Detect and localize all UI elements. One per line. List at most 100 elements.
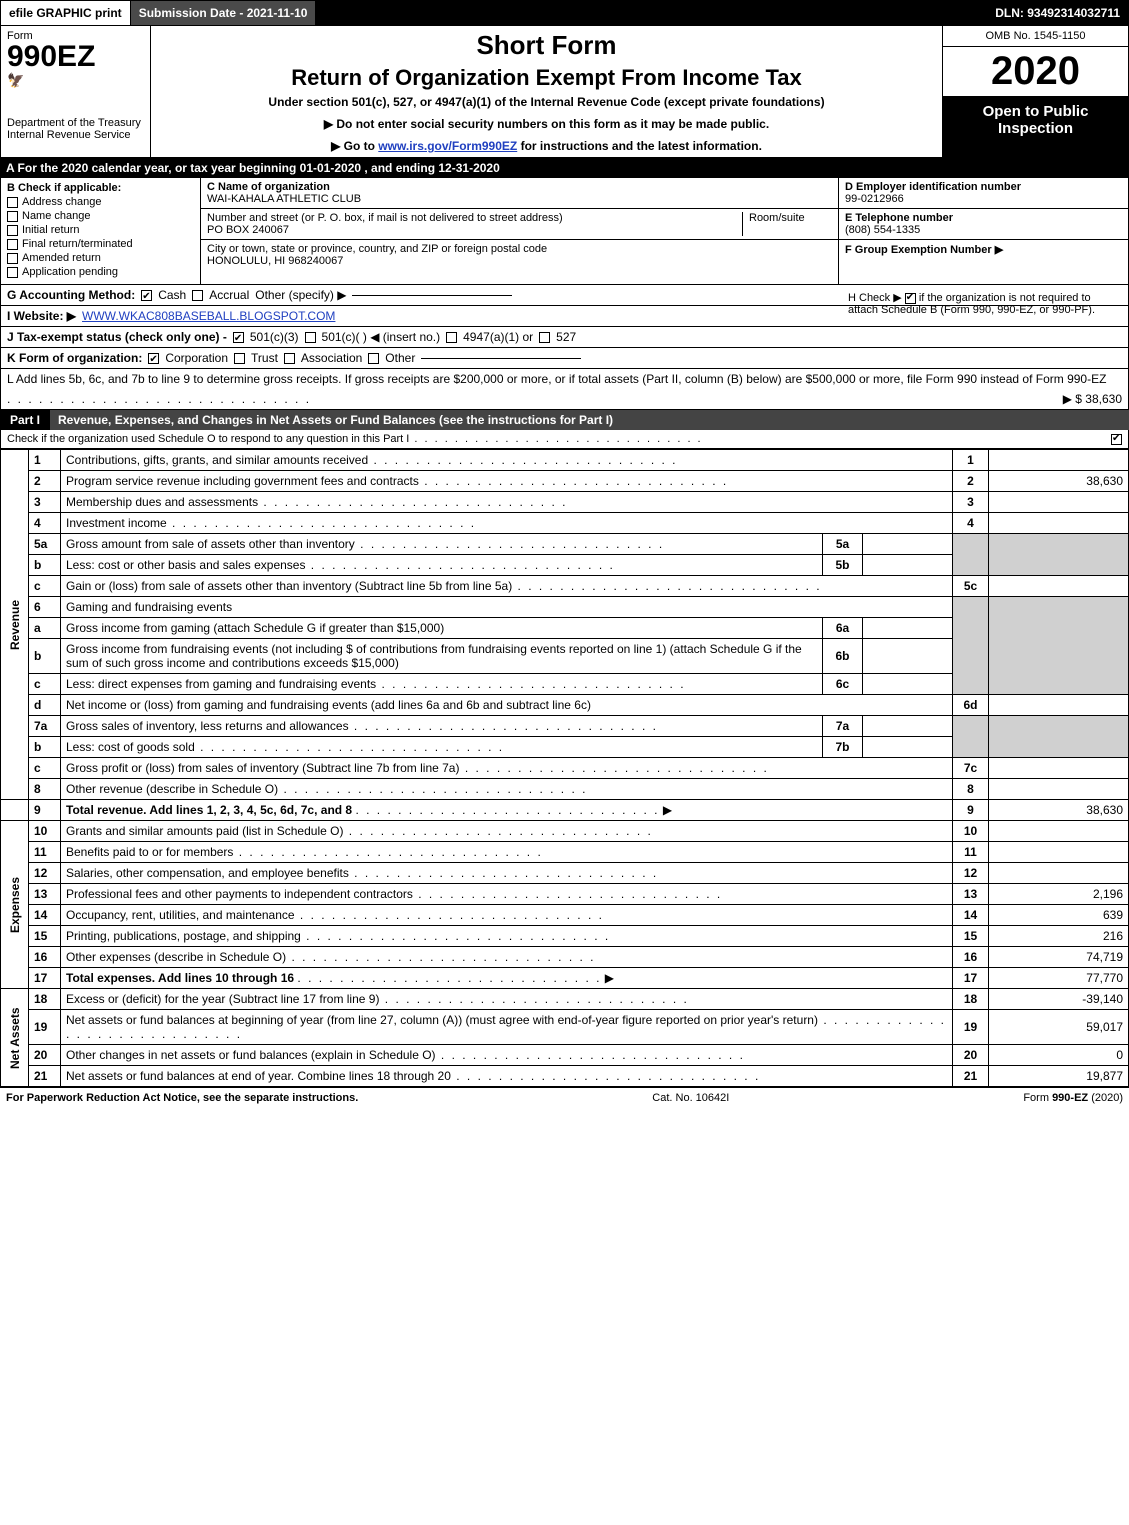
chk-4947[interactable] [446,332,457,343]
l17-val: 77,770 [989,968,1129,989]
l7b-sub: 7b [823,737,863,758]
l10-num: 10 [953,821,989,842]
l5c-d: Gain or (loss) from sale of assets other… [61,576,953,597]
chk-initial-return[interactable] [7,225,18,236]
org-info-block: B Check if applicable: Address change Na… [0,178,1129,285]
g-other-blank[interactable] [352,295,512,296]
l15-val: 216 [989,926,1129,947]
h-text1: H Check ▶ [848,292,902,304]
chk-501c3[interactable] [233,332,244,343]
l19-val: 59,017 [989,1010,1129,1045]
l5c-num: 5c [953,576,989,597]
l5b-sub: 5b [823,555,863,576]
l8-d: Other revenue (describe in Schedule O) [61,779,953,800]
l16-d: Other expenses (describe in Schedule O) [61,947,953,968]
l19-d: Net assets or fund balances at beginning… [61,1010,953,1045]
l6a-d: Gross income from gaming (attach Schedul… [61,618,823,639]
l20-n: 20 [29,1045,61,1066]
chk-final-return[interactable] [7,239,18,250]
side-expenses: Expenses [1,821,29,989]
l16-val: 74,719 [989,947,1129,968]
chk-cash[interactable] [141,290,152,301]
j-opt1: 501(c)(3) [250,330,299,344]
irs-line: Internal Revenue Service [7,129,144,141]
part1-bar: Part I Revenue, Expenses, and Changes in… [0,410,1129,430]
l1-n: 1 [29,450,61,471]
l12-val [989,863,1129,884]
chk-address-change[interactable] [7,197,18,208]
l-amount: ▶ $ 38,630 [1063,392,1122,406]
l9-num: 9 [953,800,989,821]
chk-accrual[interactable] [192,290,203,301]
l6b-n: b [29,639,61,674]
g-label: G Accounting Method: [7,288,135,302]
l19-n: 19 [29,1010,61,1045]
section-d-e-f: D Employer identification number 99-0212… [838,178,1128,284]
subtitle: Under section 501(c), 527, or 4947(a)(1)… [159,95,934,109]
l21-n: 21 [29,1066,61,1087]
form-header: Form 990EZ 🦅 Department of the Treasury … [0,26,1129,158]
chk-other[interactable] [368,353,379,364]
l3-num: 3 [953,492,989,513]
l4-val [989,513,1129,534]
e-tel-label: E Telephone number [845,212,1122,224]
l5c-val [989,576,1129,597]
l14-d: Occupancy, rent, utilities, and maintena… [61,905,953,926]
l6-d: Gaming and fundraising events [61,597,953,618]
chk-schedule-o[interactable] [1111,434,1122,445]
l18-val: -39,140 [989,989,1129,1010]
l1-d: Contributions, gifts, grants, and simila… [61,450,953,471]
header-right: OMB No. 1545-1150 2020 Open to Public In… [943,26,1128,157]
l3-n: 3 [29,492,61,513]
section-b: B Check if applicable: Address change Na… [1,178,201,284]
k-other-blank[interactable] [421,358,581,359]
l16-num: 16 [953,947,989,968]
chk-assoc[interactable] [284,353,295,364]
j-opt2: 501(c)( ) ◀ (insert no.) [322,330,441,344]
chk-527[interactable] [539,332,550,343]
l15-d: Printing, publications, postage, and shi… [61,926,953,947]
l7a-d: Gross sales of inventory, less returns a… [61,716,823,737]
k-other: Other [385,351,415,365]
irs-link[interactable]: www.irs.gov/Form990EZ [378,139,517,153]
l8-n: 8 [29,779,61,800]
c-street-label: Number and street (or P. O. box, if mail… [207,212,742,224]
l16-n: 16 [29,947,61,968]
l6a-subval [863,618,953,639]
website-link[interactable]: WWW.WKAC808BASEBALL.BLOGSPOT.COM [82,309,335,323]
l7ab-valshade [989,716,1129,758]
l6-valshade [989,597,1129,695]
l13-val: 2,196 [989,884,1129,905]
l5b-d: Less: cost or other basis and sales expe… [61,555,823,576]
chk-corp[interactable] [148,353,159,364]
side-netassets: Net Assets [1,989,29,1087]
l6b-sub: 6b [823,639,863,674]
form-number: 990EZ [7,42,144,72]
lbl-amended-return: Amended return [22,252,101,264]
l6a-n: a [29,618,61,639]
chk-name-change[interactable] [7,211,18,222]
c-name-value: WAI-KAHALA ATHLETIC CLUB [207,193,832,205]
l7b-n: b [29,737,61,758]
d-ein-label: D Employer identification number [845,181,1122,193]
l7c-num: 7c [953,758,989,779]
l6b-subval [863,639,953,674]
l-text: L Add lines 5b, 6c, and 7b to line 9 to … [7,372,1106,386]
l11-d: Benefits paid to or for members [61,842,953,863]
l6d-d: Net income or (loss) from gaming and fun… [61,695,953,716]
chk-trust[interactable] [234,353,245,364]
chk-h[interactable] [905,293,916,304]
l1-num: 1 [953,450,989,471]
l18-n: 18 [29,989,61,1010]
c-city-value: HONOLULU, HI 968240067 [207,255,832,267]
g-accrual: Accrual [209,288,249,302]
chk-501c[interactable] [305,332,316,343]
short-form-title: Short Form [159,30,934,61]
l20-val: 0 [989,1045,1129,1066]
top-bar-spacer [316,1,987,25]
l7c-val [989,758,1129,779]
chk-amended-return[interactable] [7,253,18,264]
chk-application-pending[interactable] [7,267,18,278]
l9-d: Total revenue. Add lines 1, 2, 3, 4, 5c,… [66,803,352,817]
main-title: Return of Organization Exempt From Incom… [159,65,934,91]
